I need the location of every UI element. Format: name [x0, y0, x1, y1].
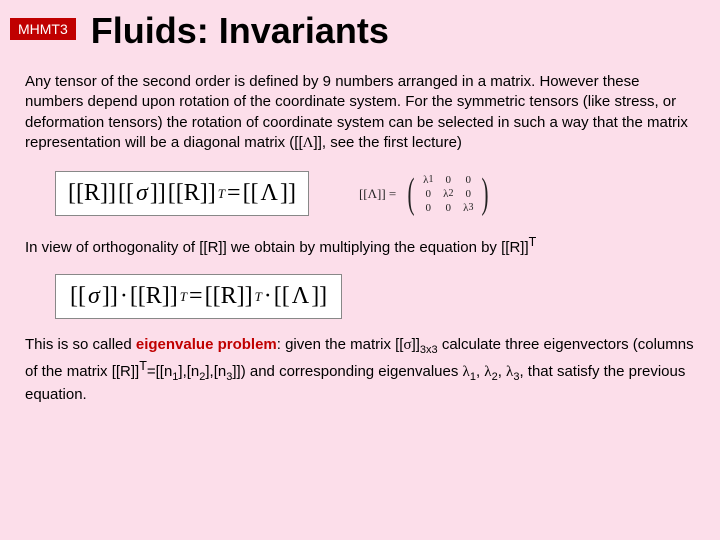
eq2-T2: T	[255, 289, 262, 305]
eq2-lbr2: [[	[274, 283, 290, 310]
eq1-rbr2: ]]	[280, 180, 296, 207]
header-row: MHMT3 Fluids: Invariants	[0, 0, 720, 52]
eq2-cdot1: ·	[120, 283, 128, 310]
p3-e: =[[n	[147, 363, 172, 380]
m12: 0	[438, 173, 458, 187]
matrix-grid: λ1 0 0 0 λ2 0 0 0 λ3	[418, 173, 478, 215]
equation-1-matrix: [[Λ]] = ( λ1 0 0 0 λ2 0 0 0 λ3 )	[359, 173, 492, 215]
m13: 0	[458, 173, 478, 187]
p3-c: ]]	[412, 336, 420, 353]
paragraph-2: In view of orthogonality of [[R]] we obt…	[0, 234, 720, 258]
p3-l1: 1	[470, 371, 476, 383]
equation-1: [[R]] [[σ]] [[R]]T = [[Λ]]	[55, 171, 309, 216]
eq2-lbr: [[	[70, 283, 86, 310]
m33: λ3	[458, 201, 478, 215]
eq1-Lambda: Λ	[261, 180, 278, 207]
eigenvalue-highlight: eigenvalue problem	[136, 336, 277, 353]
p2-text-a: In view of orthogonality of [[R]] we obt…	[25, 239, 529, 256]
equation-row-2: [[σ]] · [[R]]T = [[R]]T · [[Λ]]	[55, 274, 720, 319]
p3-dim: 3x3	[420, 344, 438, 356]
eq2-Lambda: Λ	[292, 283, 309, 310]
paragraph-3: This is so called eigenvalue problem: gi…	[0, 335, 720, 405]
eq1-R1: [[R]]	[68, 180, 116, 207]
eq1-lbr2: [[	[243, 180, 259, 207]
eq1-R2: [[R]]	[168, 180, 216, 207]
m11: λ1	[418, 173, 438, 187]
lambda-symbol: Λ	[303, 135, 314, 151]
equation-row-1: [[R]] [[σ]] [[R]]T = [[Λ]] [[Λ]] = ( λ1 …	[55, 171, 720, 216]
p3-l2s: λ	[484, 364, 491, 380]
p3-a: This is so called	[25, 336, 136, 353]
p3-sigma: σ	[403, 337, 411, 353]
p3-l1s: λ	[463, 364, 470, 380]
eq2-cdot2: ·	[264, 283, 272, 310]
m32: 0	[438, 201, 458, 215]
eq1-rbr: ]]	[150, 180, 166, 207]
p3-h: ]]) and corresponding eigenvalues	[232, 363, 462, 380]
p3-b: : given the matrix [[	[277, 336, 404, 353]
eq1-eq: =	[227, 180, 241, 207]
eq2-T1: T	[180, 289, 187, 305]
m23: 0	[458, 187, 478, 201]
eq2-R1: [[R]]	[130, 283, 178, 310]
paragraph-1: Any tensor of the second order is define…	[0, 72, 720, 153]
eq1-sigma: σ	[136, 180, 148, 207]
p3-l2: 2	[492, 371, 498, 383]
eq2-sigma: σ	[88, 283, 100, 310]
matrix-wrap: ( λ1 0 0 0 λ2 0 0 0 λ3 )	[404, 173, 492, 215]
lparen-icon: (	[408, 173, 415, 215]
p1-text-b: ]], see the first lecture)	[314, 134, 462, 151]
eq1-T: T	[218, 186, 225, 202]
rparen-icon: )	[482, 173, 489, 215]
m22: λ2	[438, 187, 458, 201]
p2-supT: T	[529, 235, 537, 249]
eq2-rbr: ]]	[102, 283, 118, 310]
eq-small-lhs: [[Λ]] =	[359, 186, 396, 202]
equation-2: [[σ]] · [[R]]T = [[R]]T · [[Λ]]	[55, 274, 342, 319]
course-tag: MHMT3	[10, 18, 76, 40]
p3-supT: T	[139, 359, 147, 373]
m31: 0	[418, 201, 438, 215]
eq2-rbr2: ]]	[311, 283, 327, 310]
p3-f: ],[n	[178, 363, 199, 380]
slide-title: Fluids: Invariants	[91, 10, 389, 52]
eq1-lbr: [[	[118, 180, 134, 207]
eq2-eq: =	[189, 283, 203, 310]
eq2-R2: [[R]]	[205, 283, 253, 310]
p3-g: ],[n	[205, 363, 226, 380]
m21: 0	[418, 187, 438, 201]
